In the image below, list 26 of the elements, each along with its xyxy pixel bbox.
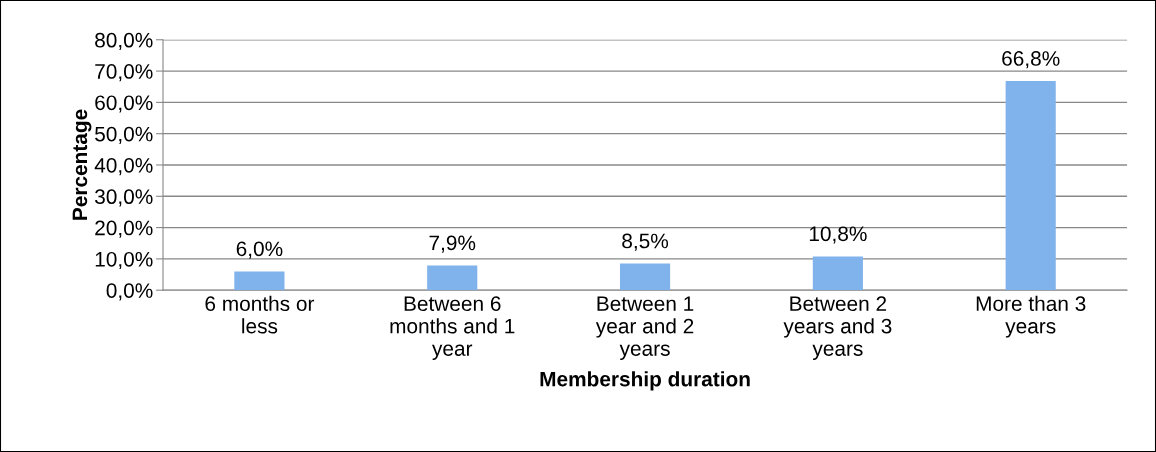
x-axis-title: Membership duration [540,371,750,391]
y-tick-label: 40,0% [94,157,153,176]
y-tick-label: 30,0% [95,189,153,207]
bar [619,263,671,291]
data-label: 6,0% [236,241,283,259]
data-label: 8,5% [622,233,669,251]
y-tick-label: 20,0% [95,220,153,238]
x-tick-label: 6 months or less [205,295,315,334]
data-label: 10,8% [809,226,867,244]
y-tick-label: 0,0% [106,283,153,301]
x-tick-label: More than 3 years [976,295,1086,338]
bar [234,271,285,291]
data-label: 66,8% [1002,51,1060,69]
bar [1005,81,1056,291]
x-tick-label: Between 1 year and 2 years [595,296,694,361]
y-tick-label: 50,0% [95,126,153,144]
y-tick-label: 10,0% [95,251,153,270]
data-label: 7,9% [429,235,476,253]
bar [812,256,863,291]
y-axis-title: Percentage [72,109,92,220]
bar [427,265,478,291]
x-tick-label: Between 2 years and 3 years [783,296,892,361]
y-tick-label: 60,0% [95,95,153,113]
x-tick-label: Between 6 months and 1 year [390,296,515,361]
y-tick-label: 80,0% [95,32,153,50]
y-tick-label: 70,0% [95,64,153,82]
